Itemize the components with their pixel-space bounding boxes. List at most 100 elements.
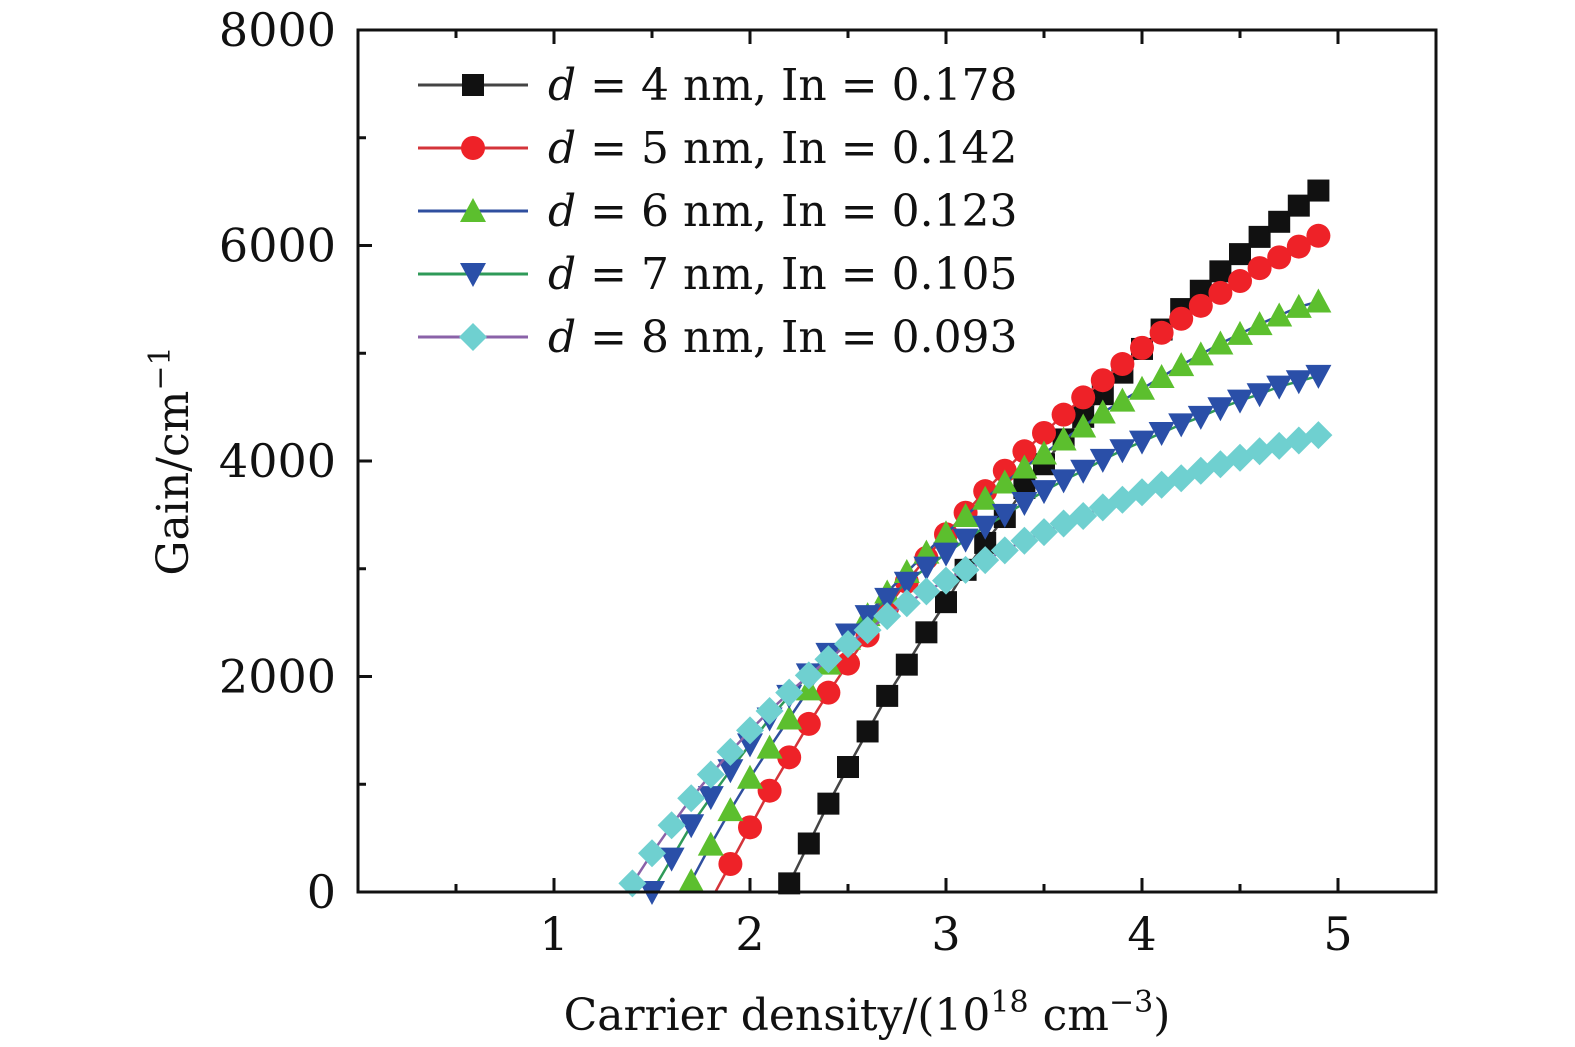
- data-point: [1246, 311, 1273, 336]
- y-tick-label: 2000: [219, 650, 336, 704]
- data-point: [1109, 387, 1136, 412]
- data-point: [1148, 421, 1175, 446]
- legend-label: d = 4 nm, In = 0.178: [548, 60, 1018, 111]
- x-tick-label: 4: [1127, 907, 1156, 961]
- data-point: [1305, 288, 1332, 313]
- data-point: [1248, 225, 1271, 248]
- data-point: [893, 571, 920, 596]
- data-point: [1266, 375, 1293, 400]
- data-point: [678, 868, 705, 893]
- data-point: [1209, 260, 1232, 283]
- data-point: [853, 616, 882, 645]
- data-point: [1071, 385, 1096, 410]
- data-point: [1229, 243, 1251, 266]
- data-point: [814, 645, 843, 674]
- data-point: [677, 784, 706, 813]
- data-point: [895, 653, 918, 676]
- data-point: [1265, 431, 1294, 460]
- data-point: [935, 591, 957, 614]
- x-tick-label: 2: [735, 907, 764, 961]
- legend-label: d = 5 nm, In = 0.142: [548, 123, 1018, 174]
- data-point: [1287, 194, 1310, 217]
- data-point: [1070, 459, 1097, 484]
- data-point: [697, 831, 724, 856]
- data-point: [876, 684, 899, 707]
- legend-marker: [460, 263, 486, 287]
- data-point: [1090, 368, 1115, 393]
- data-point: [796, 711, 821, 736]
- data-point: [971, 546, 1000, 575]
- x-axis-title: Carrier density/(1018 cm−3): [564, 985, 1171, 1041]
- data-point: [1307, 179, 1330, 202]
- data-point: [1187, 341, 1214, 366]
- axes-layer: 1 2 3 4 5 0 2000 4000 6000 8000: [219, 3, 1353, 961]
- data-point: [1267, 245, 1292, 270]
- data-point: [755, 696, 784, 725]
- data-point: [638, 839, 666, 868]
- data-point: [1169, 306, 1194, 331]
- data-point: [1050, 469, 1077, 494]
- data-point: [1051, 402, 1076, 427]
- legend-marker: [460, 198, 486, 222]
- data-point: [834, 630, 862, 659]
- legend-entry: d = 8 nm, In = 0.093: [418, 312, 1018, 363]
- data-point: [933, 520, 959, 545]
- data-point: [1286, 234, 1311, 259]
- data-point: [776, 705, 803, 730]
- data-point: [1069, 501, 1098, 530]
- series-layer: [618, 179, 1333, 905]
- data-point: [1031, 440, 1057, 465]
- data-point: [913, 556, 940, 581]
- data-point: [1110, 352, 1135, 377]
- data-point: [1148, 363, 1175, 388]
- data-point: [1070, 413, 1097, 438]
- legend: d = 4 nm, In = 0.178 d = 5 nm, In = 0.142…: [418, 60, 1018, 363]
- data-point: [1246, 383, 1273, 408]
- data-point: [1227, 320, 1253, 345]
- data-point: [837, 756, 859, 779]
- legend-entry: d = 5 nm, In = 0.142: [418, 123, 1018, 174]
- legend-entry: d = 6 nm, In = 0.123: [418, 186, 1018, 237]
- legend-label: d = 6 nm, In = 0.123: [548, 186, 1018, 237]
- data-point: [1247, 256, 1272, 281]
- legend-marker: [459, 323, 487, 351]
- legend-entry: d = 4 nm, In = 0.178: [418, 60, 1018, 111]
- data-point: [856, 720, 879, 743]
- data-point: [873, 602, 902, 631]
- legend-label: d = 7 nm, In = 0.105: [548, 249, 1018, 300]
- data-point: [678, 814, 705, 839]
- data-point: [797, 832, 820, 855]
- data-point: [1245, 437, 1274, 466]
- data-point: [1031, 480, 1057, 505]
- data-point: [1032, 420, 1056, 445]
- data-point: [1129, 430, 1155, 455]
- y-axis-title: Gain/cm−1: [143, 346, 199, 575]
- data-point: [951, 555, 980, 584]
- data-point: [1010, 526, 1039, 555]
- data-point: [892, 589, 921, 618]
- data-point: [915, 621, 938, 644]
- data-point: [1149, 320, 1174, 345]
- data-point: [952, 528, 979, 553]
- data-point: [756, 734, 783, 759]
- data-point: [718, 851, 743, 876]
- data-point: [1109, 439, 1136, 464]
- data-point: [1207, 397, 1234, 422]
- plot-frame: [356, 28, 1438, 894]
- data-point: [1304, 421, 1333, 450]
- data-point: [794, 661, 823, 690]
- data-point: [737, 764, 763, 789]
- y-tick-label: 4000: [219, 434, 336, 488]
- data-point: [836, 651, 860, 676]
- series-line: [684, 300, 1319, 893]
- data-point: [1228, 269, 1252, 294]
- data-point: [932, 566, 960, 595]
- data-point: [1030, 518, 1058, 547]
- y-tick-label: 6000: [219, 219, 336, 273]
- data-point: [1266, 302, 1293, 327]
- legend-marker: [461, 136, 485, 160]
- data-point: [933, 542, 959, 567]
- data-point: [1187, 405, 1214, 430]
- data-point: [1188, 293, 1213, 318]
- data-point: [952, 502, 979, 527]
